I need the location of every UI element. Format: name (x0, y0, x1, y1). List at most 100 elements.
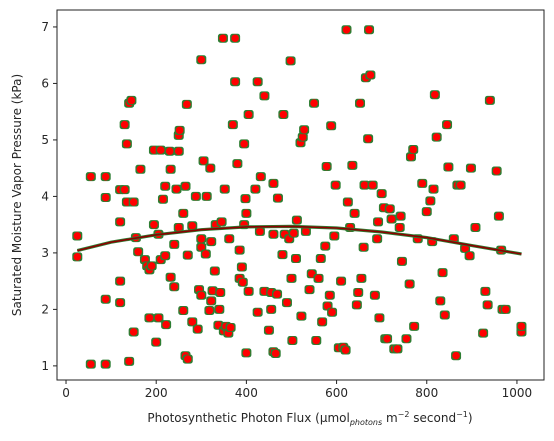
data-point (351, 300, 362, 310)
data-point (374, 313, 385, 323)
data-point (133, 247, 144, 257)
data-point (144, 313, 155, 323)
data-point (157, 194, 168, 204)
data-point (182, 354, 193, 364)
data-point (408, 145, 419, 155)
data-point (171, 184, 182, 194)
data-point (255, 172, 266, 182)
data-point (119, 120, 130, 130)
data-point (395, 211, 406, 221)
data-point (230, 33, 241, 43)
data-point (268, 178, 279, 188)
data-point (225, 322, 236, 332)
data-point (178, 306, 189, 316)
data-point (482, 300, 493, 310)
data-point (215, 287, 226, 297)
data-point (359, 180, 370, 190)
data-point (153, 313, 164, 323)
data-point (437, 268, 448, 278)
data-point (365, 70, 376, 80)
data-point (160, 181, 171, 191)
data-point (128, 197, 139, 207)
data-point (151, 337, 162, 347)
data-point (384, 204, 395, 214)
data-point (363, 134, 374, 144)
data-point (148, 220, 159, 230)
data-point (349, 208, 360, 218)
data-point (252, 307, 263, 317)
y-tick-label: 5 (41, 133, 49, 147)
x-tick-label: 400 (235, 386, 258, 400)
y-tick-label: 6 (41, 76, 49, 90)
data-point (382, 334, 393, 344)
data-point (115, 217, 126, 227)
data-point (259, 91, 270, 101)
data-point (405, 152, 416, 162)
data-point (304, 285, 315, 295)
data-point (115, 276, 126, 286)
data-point (480, 286, 491, 296)
data-point (417, 178, 428, 188)
x-tick-label: 600 (325, 386, 348, 400)
data-point (277, 250, 288, 260)
data-point (115, 298, 126, 308)
data-point (376, 189, 387, 199)
data-point (72, 252, 83, 262)
data-point (367, 180, 378, 190)
data-point (355, 98, 366, 108)
data-point (263, 325, 274, 335)
data-point (236, 262, 247, 272)
data-point (500, 304, 511, 314)
data-point (124, 356, 135, 366)
data-point (516, 321, 527, 331)
data-point (296, 311, 307, 321)
data-point (288, 228, 299, 238)
data-point (100, 359, 111, 369)
data-point (327, 307, 338, 317)
data-point (240, 194, 251, 204)
data-point (270, 348, 281, 358)
data-point (285, 56, 296, 66)
data-point (278, 110, 289, 120)
plot-frame (56, 9, 545, 381)
data-point (252, 77, 263, 87)
data-point (347, 160, 358, 170)
data-point (243, 286, 254, 296)
data-point (254, 226, 265, 236)
y-tick-label: 1 (41, 359, 49, 373)
data-point (207, 286, 218, 296)
data-point (216, 217, 227, 227)
data-point (178, 208, 189, 218)
data-point (230, 77, 241, 87)
data-point (435, 296, 446, 306)
data-point (164, 146, 175, 156)
data-point (313, 273, 324, 283)
data-point (353, 287, 364, 297)
data-point (336, 276, 347, 286)
data-point (299, 125, 310, 135)
data-point (224, 234, 235, 244)
data-point (173, 146, 184, 156)
data-point (192, 324, 203, 334)
y-axis: 1 2 3 4 5 6 7 (41, 20, 57, 373)
data-point (196, 242, 207, 252)
data-point (198, 156, 209, 166)
data-point (174, 125, 185, 135)
data-point (232, 159, 243, 169)
data-point (182, 250, 193, 260)
data-point (243, 110, 254, 120)
data-point (290, 254, 301, 264)
data-point (401, 334, 412, 344)
data-point (272, 289, 283, 299)
data-point (300, 226, 311, 236)
data-point (234, 245, 245, 255)
data-point (266, 304, 277, 314)
data-point (421, 207, 432, 217)
data-point (190, 191, 201, 201)
data-point (121, 139, 132, 149)
data-point (196, 55, 207, 65)
x-tick-label: 1000 (502, 386, 533, 400)
data-point (100, 294, 111, 304)
data-point (431, 132, 442, 142)
data-point (219, 184, 230, 194)
